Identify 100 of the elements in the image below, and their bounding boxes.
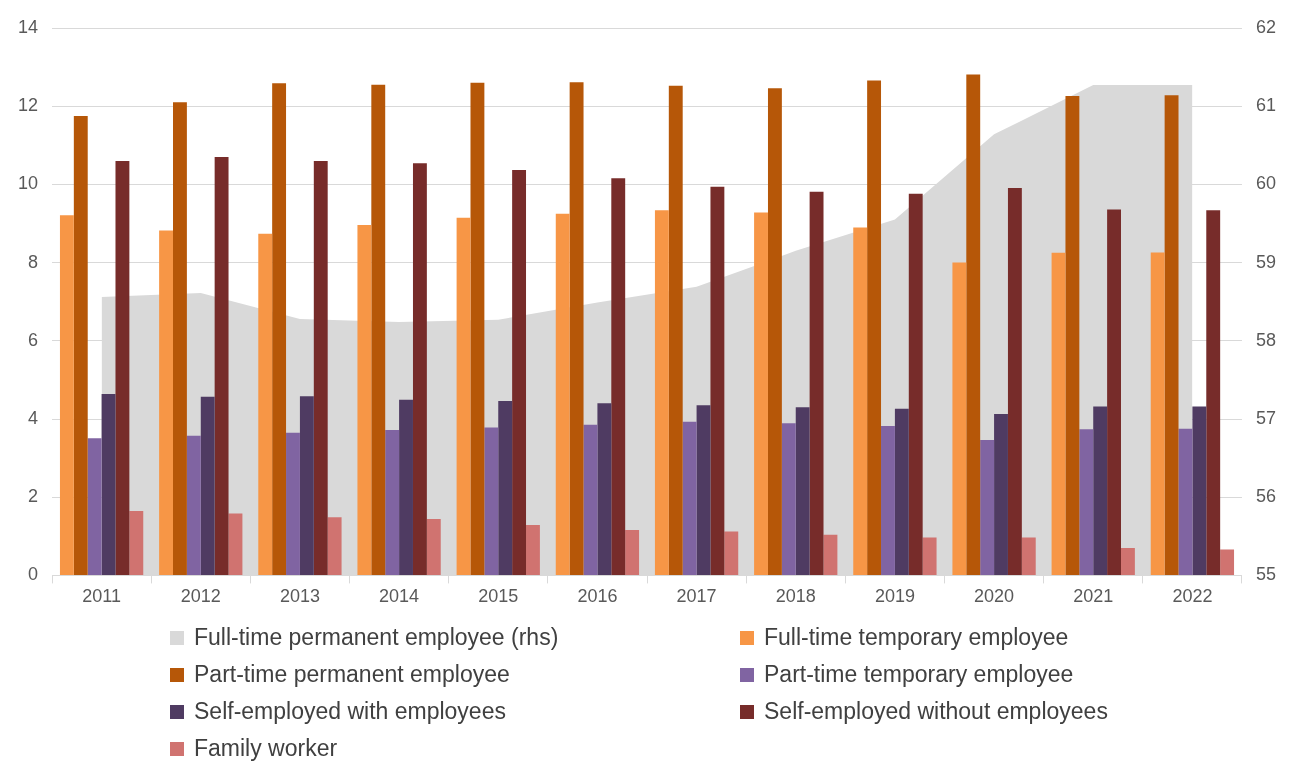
bar [313,160,328,575]
x-tick-label: 2018 [775,586,816,607]
bar [173,102,187,575]
bar [1220,549,1235,575]
bar [399,399,413,575]
legend-label: Family worker [194,735,338,762]
y-tick-label: 0 [28,564,39,585]
legend-label: Full-time temporary employee [764,624,1069,651]
bar [908,193,923,575]
bar [682,421,697,575]
bar [101,393,116,575]
y2-tick-label: 58 [1255,329,1277,350]
bar [87,438,102,575]
bar [569,82,584,575]
y2-tick-label: 60 [1255,173,1277,194]
legend-label: Full-time permanent employee (rhs) [194,624,559,651]
x-tick-label: 2012 [180,586,221,607]
bar [526,524,540,575]
bar [1164,95,1179,575]
y-tick-label: 2 [28,486,39,507]
bar [922,537,937,575]
bar [1007,187,1022,575]
bar [272,83,287,575]
bar [1079,429,1094,575]
bar [980,440,995,575]
y-tick-label: 6 [28,329,39,350]
bar [823,534,838,575]
x-tick-label: 2021 [1073,586,1114,607]
bar [59,215,74,575]
bar [894,408,909,575]
y-tick-label: 12 [17,95,39,116]
bar [1065,96,1080,575]
bar [597,403,612,575]
bar [867,80,882,575]
bar [809,191,824,575]
bar [412,163,427,575]
bar [258,233,273,575]
bar [952,262,967,575]
bar [426,519,441,575]
bar [795,407,810,575]
y2-tick-label: 61 [1255,95,1277,116]
bar [1051,252,1066,575]
bar [1121,548,1135,575]
bar [611,178,626,575]
bar [696,405,711,575]
bar [881,426,895,575]
bar [200,396,215,575]
bar [115,160,130,575]
bar [357,225,372,575]
bar [1021,537,1036,575]
bar [371,84,386,575]
x-tick-label: 2013 [279,586,320,607]
x-tick-label: 2016 [577,586,618,607]
legend-label: Self-employed with employees [194,698,506,725]
bar [555,213,570,575]
y2-tick-label: 62 [1255,16,1277,37]
y-tick-label: 10 [17,173,39,194]
bar [327,517,342,575]
bar [456,217,471,575]
y2-tick-label: 55 [1255,564,1277,585]
bar [484,427,499,575]
bar [286,432,300,575]
x-tick-label: 2019 [874,586,915,607]
x-tick-label: 2015 [478,586,519,607]
legend-label: Self-employed without employees [764,698,1108,725]
bar [470,82,485,575]
x-tick-label: 2014 [379,586,420,607]
bar [710,186,725,575]
bar [228,513,243,575]
y-tick-label: 8 [28,251,39,272]
bar [754,212,768,575]
y-tick-label: 14 [17,16,39,37]
bar [1107,209,1121,575]
legend-label: Part-time temporary employee [764,661,1074,688]
bar [853,227,868,575]
y2-tick-label: 56 [1255,486,1277,507]
x-tick-label: 2017 [676,586,717,607]
bar [583,424,598,575]
bar [966,74,981,575]
bar [781,423,796,575]
bar [767,88,782,575]
x-tick-label: 2022 [1172,586,1213,607]
bar [498,401,513,575]
bar [724,531,739,575]
x-tick-label: 2020 [974,586,1015,607]
bar [1093,406,1108,575]
bar [994,413,1008,575]
bar [129,510,144,575]
x-tick-label: 2011 [82,586,121,607]
bar [1150,252,1165,575]
legend-label: Part-time permanent employee [194,661,510,688]
bar [668,85,683,575]
bar [1192,406,1207,575]
bar [512,169,527,575]
bar [73,115,88,575]
bar [385,429,400,575]
bar [214,157,229,575]
y2-tick-label: 59 [1255,251,1277,272]
y2-tick-label: 57 [1255,407,1277,428]
bar [1206,210,1221,575]
